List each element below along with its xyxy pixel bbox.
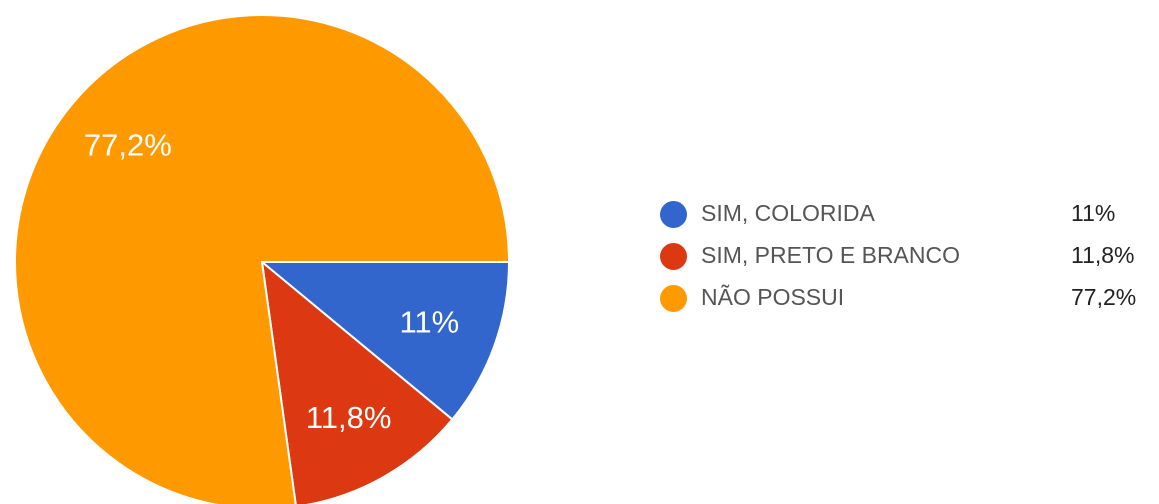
legend-item-nao-possui[interactable]: NÃO POSSUI 77,2%: [660, 280, 1140, 322]
slice-value-label: 77,2%: [84, 128, 172, 163]
pie-slices: [14, 14, 511, 504]
legend-item-sim-colorida[interactable]: SIM, COLORIDA 11%: [660, 196, 1140, 238]
legend-label: NÃO POSSUI: [701, 284, 845, 310]
legend: SIM, COLORIDA 11% SIM, PRETO E BRANCO 11…: [660, 196, 1140, 322]
legend-swatch-nao-possui: [660, 285, 687, 312]
legend-swatch-sim-colorida: [660, 201, 687, 228]
legend-label: SIM, COLORIDA: [701, 200, 875, 226]
pie-slice-labels: 11% 11,8% 77,2%: [84, 128, 459, 435]
legend-value: 77,2%: [1071, 284, 1137, 310]
pie-slice-sim-colorida[interactable]: [259, 261, 511, 421]
legend-value: 11%: [1071, 200, 1116, 226]
pie-slice-sim-preto-e-branco[interactable]: [260, 259, 454, 504]
slice-value-label: 11%: [399, 305, 459, 340]
legend-value: 11,8%: [1071, 242, 1135, 268]
pie-slice-n-o-possui[interactable]: [14, 14, 511, 504]
legend-swatch-sim-preto-e-branco: [660, 243, 687, 270]
legend-item-sim-preto-e-branco[interactable]: SIM, PRETO E BRANCO 11,8%: [660, 238, 1140, 280]
slice-value-label: 11,8%: [306, 400, 392, 435]
legend-label: SIM, PRETO E BRANCO: [701, 242, 961, 268]
